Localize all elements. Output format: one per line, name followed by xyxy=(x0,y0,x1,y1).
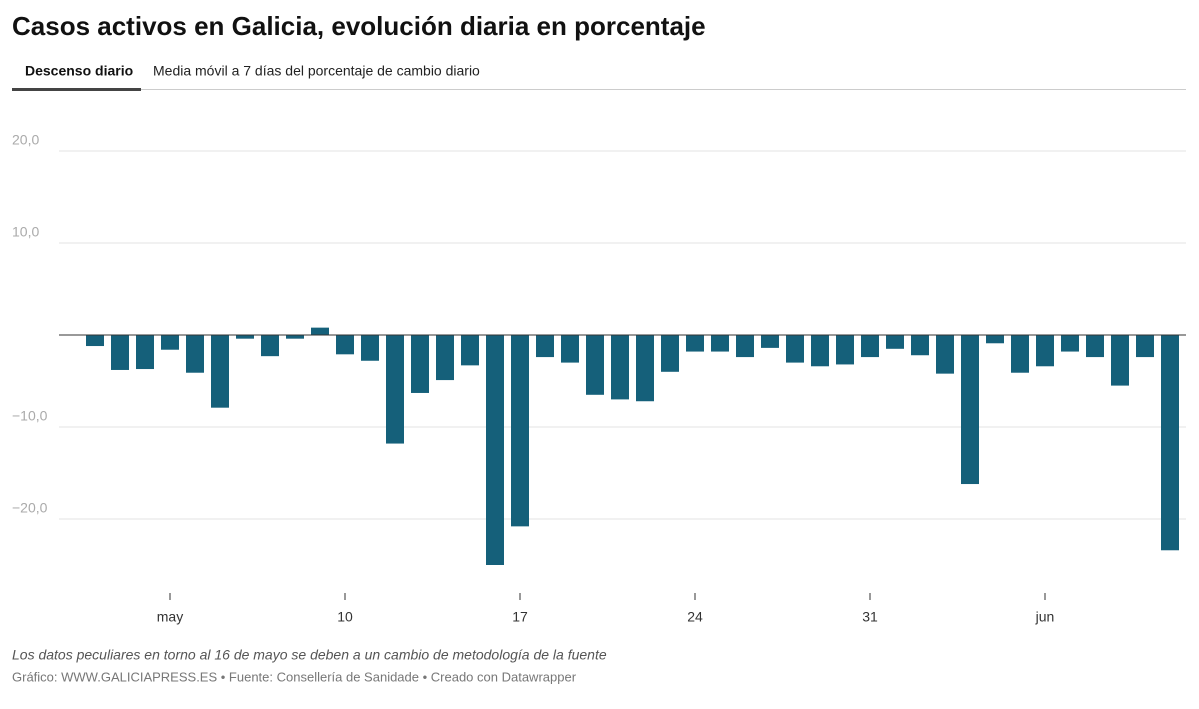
bar xyxy=(286,335,304,339)
bar xyxy=(386,335,404,444)
bar xyxy=(636,335,654,402)
bar xyxy=(586,335,604,395)
bar xyxy=(236,335,254,339)
bar xyxy=(761,335,779,348)
bar xyxy=(1161,335,1179,551)
bar xyxy=(1086,335,1104,358)
bar xyxy=(786,335,804,363)
chart-title: Casos activos en Galicia, evolución diar… xyxy=(12,11,706,41)
bar xyxy=(661,335,679,372)
bar xyxy=(361,335,379,361)
bar xyxy=(436,335,454,381)
y-tick-label: 20,0 xyxy=(12,132,39,148)
x-tick-label: 10 xyxy=(337,609,353,625)
bar xyxy=(1036,335,1054,367)
bar xyxy=(261,335,279,357)
bar xyxy=(461,335,479,366)
bar xyxy=(186,335,204,373)
bar xyxy=(686,335,704,352)
bar xyxy=(311,327,329,335)
bar xyxy=(611,335,629,400)
bar xyxy=(911,335,929,356)
tab[interactable]: Descenso diario xyxy=(25,63,133,79)
y-tick-label: 10,0 xyxy=(12,224,39,240)
bar xyxy=(736,335,754,358)
bar xyxy=(861,335,879,358)
bar xyxy=(711,335,729,352)
bar xyxy=(1061,335,1079,352)
bar xyxy=(561,335,579,363)
bar xyxy=(836,335,854,365)
note: Los datos peculiares en torno al 16 de m… xyxy=(12,647,607,663)
bar xyxy=(1011,335,1029,373)
x-tick-label: 31 xyxy=(862,609,878,625)
bar xyxy=(536,335,554,358)
tab-underline xyxy=(12,88,141,91)
bar xyxy=(411,335,429,393)
bar xyxy=(161,335,179,350)
x-tick-label: may xyxy=(157,609,183,625)
tab-rule xyxy=(12,89,1186,90)
bar xyxy=(211,335,229,408)
y-tick-label: −20,0 xyxy=(12,500,48,516)
x-tick-label: jun xyxy=(1035,609,1055,625)
bar xyxy=(1136,335,1154,358)
bar xyxy=(486,335,504,565)
bar xyxy=(86,335,104,347)
bar xyxy=(511,335,529,527)
x-tick-label: 17 xyxy=(512,609,528,625)
footer: Gráfico: WWW.GALICIAPRESS.ES • Fuente: C… xyxy=(12,669,577,684)
bar xyxy=(111,335,129,370)
bar xyxy=(886,335,904,349)
y-tick-label: −10,0 xyxy=(12,408,48,424)
bar xyxy=(986,335,1004,344)
bar xyxy=(1111,335,1129,386)
bar xyxy=(936,335,954,374)
bar xyxy=(336,335,354,355)
bar xyxy=(811,335,829,367)
bar xyxy=(136,335,154,370)
tab[interactable]: Media móvil a 7 días del porcentaje de c… xyxy=(153,63,480,79)
bar xyxy=(961,335,979,485)
x-tick-label: 24 xyxy=(687,609,703,625)
